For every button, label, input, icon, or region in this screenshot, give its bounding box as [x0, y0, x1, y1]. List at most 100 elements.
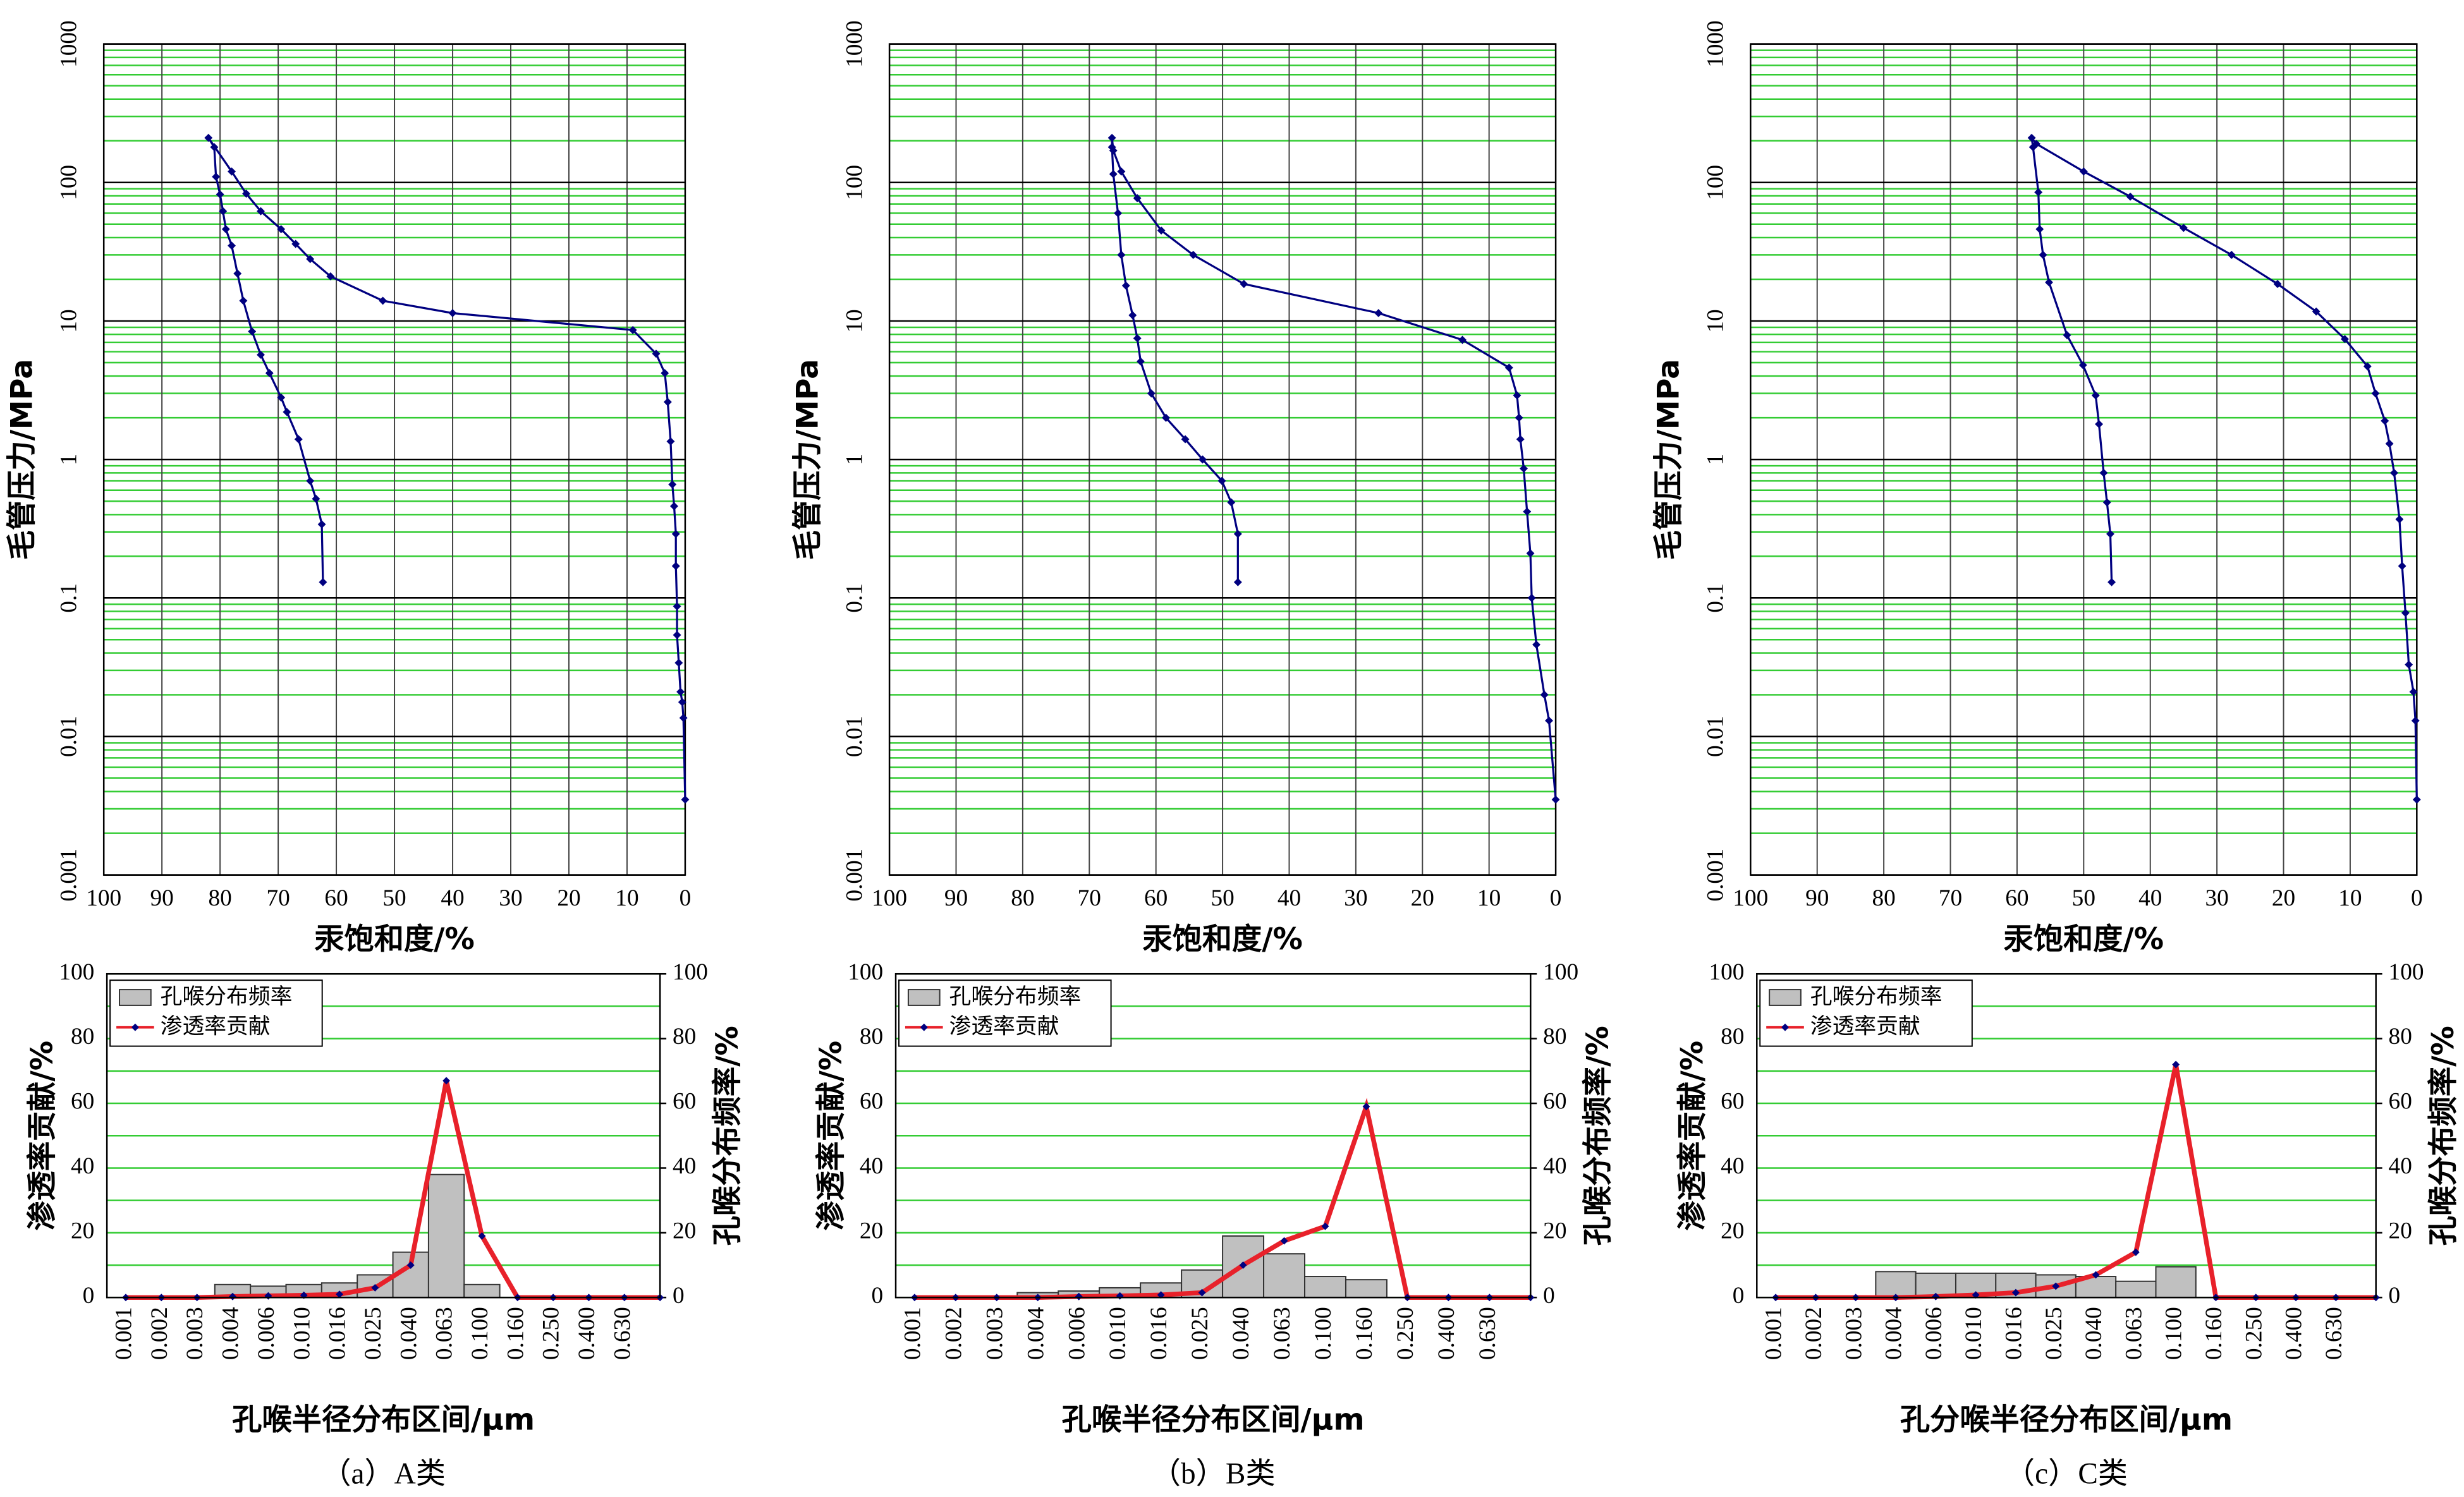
data-point [1117, 250, 1126, 259]
data-point [448, 309, 457, 317]
x-tick-label: 50 [1211, 885, 1234, 911]
y2-tick-label: 40 [673, 1153, 696, 1179]
data-point [1157, 226, 1166, 235]
data-point [2106, 530, 2114, 538]
plot-frame [1756, 973, 2377, 1299]
data-point [221, 225, 230, 234]
data-point [1217, 476, 1226, 485]
data-point [2099, 468, 2108, 477]
y-axis-title: 毛管压力/MPa [4, 359, 39, 560]
x-tick-label: 0.002 [941, 1307, 967, 1360]
legend-label: 孔喉分布频率 [1810, 985, 1943, 1010]
data-point [371, 1283, 379, 1292]
y-tick-label: 0.001 [1703, 849, 1729, 902]
y-tick-label: 100 [56, 165, 82, 200]
data-point [242, 190, 250, 198]
data-point [1181, 435, 1190, 444]
x-tick-label: 0.002 [1801, 1307, 1827, 1360]
data-point [681, 795, 690, 804]
data-point [1162, 413, 1170, 422]
x-tick-label: 0.250 [1393, 1307, 1418, 1360]
bar [427, 1173, 465, 1299]
y-tick-label: 0.01 [841, 716, 867, 757]
y-tick-label: 1 [841, 454, 867, 466]
bar [2155, 1266, 2197, 1299]
y2-tick-label: 60 [673, 1089, 696, 1115]
x-tick-label: 40 [2138, 885, 2162, 911]
x-tick-label: 0.063 [1269, 1307, 1295, 1360]
x-tick-label: 90 [944, 885, 968, 911]
x-axis-title: 孔喉半径分布区间/μm [232, 1403, 535, 1438]
y-tick-label: 60 [1721, 1089, 1744, 1115]
x-tick-label: 0.001 [111, 1307, 137, 1360]
data-point [283, 408, 291, 416]
x-tick-label: 0.630 [609, 1307, 635, 1360]
x-tick-label: 0.016 [2001, 1307, 2027, 1360]
x-tick-label: 90 [1805, 885, 1829, 911]
data-point [306, 255, 315, 264]
x-tick-label: 0.001 [900, 1307, 925, 1360]
y-tick-label: 100 [841, 165, 867, 200]
data-point [671, 530, 680, 538]
plot-frame [894, 973, 1532, 1299]
legend-swatch [119, 989, 152, 1006]
y2-tick-label: 100 [2389, 959, 2424, 985]
y-axis-title: 毛管压力/MPa [1652, 359, 1686, 560]
x-tick-label: 0.006 [1921, 1307, 1947, 1360]
y-tick-label: 0 [1733, 1283, 1745, 1309]
data-point [1147, 389, 1156, 398]
data-point [1198, 455, 1207, 464]
data-point [233, 269, 242, 278]
data-point [1532, 640, 1540, 649]
data-point [239, 296, 248, 305]
y-tick-label: 60 [71, 1089, 94, 1115]
y-tick-label: 10 [841, 309, 867, 332]
y2-tick-label: 40 [2389, 1153, 2412, 1179]
y-tick-label: 1000 [1703, 20, 1729, 68]
legend-marker [131, 1023, 139, 1031]
plot-frame [102, 43, 686, 876]
legend-label: 渗透率贡献 [1810, 1014, 1920, 1039]
data-point [1523, 507, 1532, 516]
y2-tick-label: 60 [2389, 1089, 2412, 1115]
data-point [1121, 281, 1130, 290]
y-tick-label: 0.1 [841, 583, 867, 613]
x-tick-label: 0.001 [1761, 1307, 1787, 1360]
data-point [2092, 1271, 2100, 1279]
legend-swatch [1769, 989, 1802, 1006]
x-tick-label: 0.025 [2041, 1307, 2067, 1360]
x-tick-label: 0.003 [1841, 1307, 1867, 1360]
y-tick-label: 20 [71, 1218, 94, 1244]
x-axis-title: 汞饱和度/% [314, 922, 474, 957]
x-tick-label: 0.400 [1434, 1307, 1460, 1360]
x-tick-label: 0.010 [1961, 1307, 1987, 1360]
y-tick-label: 0.01 [1703, 716, 1729, 757]
data-point [216, 190, 224, 199]
y-tick-label: 100 [59, 959, 94, 985]
legend-marker [920, 1023, 928, 1031]
y-tick-label: 20 [860, 1218, 883, 1244]
data-point [673, 602, 681, 610]
x-tick-label: 60 [2005, 885, 2028, 911]
y-tick-label: 80 [860, 1024, 883, 1050]
y-tick-label: 0 [872, 1283, 884, 1309]
x-tick-label: 0.040 [1228, 1307, 1254, 1360]
y-tick-label: 40 [71, 1153, 94, 1179]
x-tick-label: 0.400 [574, 1307, 600, 1360]
x-tick-label: 0.016 [325, 1307, 351, 1360]
data-point [2227, 250, 2236, 259]
data-point [679, 713, 688, 722]
x-tick-label: 40 [441, 885, 464, 911]
y2-tick-label: 20 [2389, 1218, 2412, 1244]
x-axis-title: 孔分喉半径分布区间/μm [1900, 1403, 2233, 1438]
caption: （c）C类 [2005, 1458, 2128, 1491]
data-point [228, 167, 236, 176]
data-point [1109, 170, 1118, 178]
data-point [673, 631, 681, 639]
x-tick-label: 0.100 [467, 1307, 493, 1360]
data-point [2411, 717, 2420, 725]
data-point [317, 520, 326, 529]
data-line [2030, 134, 2418, 800]
data-point [257, 350, 265, 359]
